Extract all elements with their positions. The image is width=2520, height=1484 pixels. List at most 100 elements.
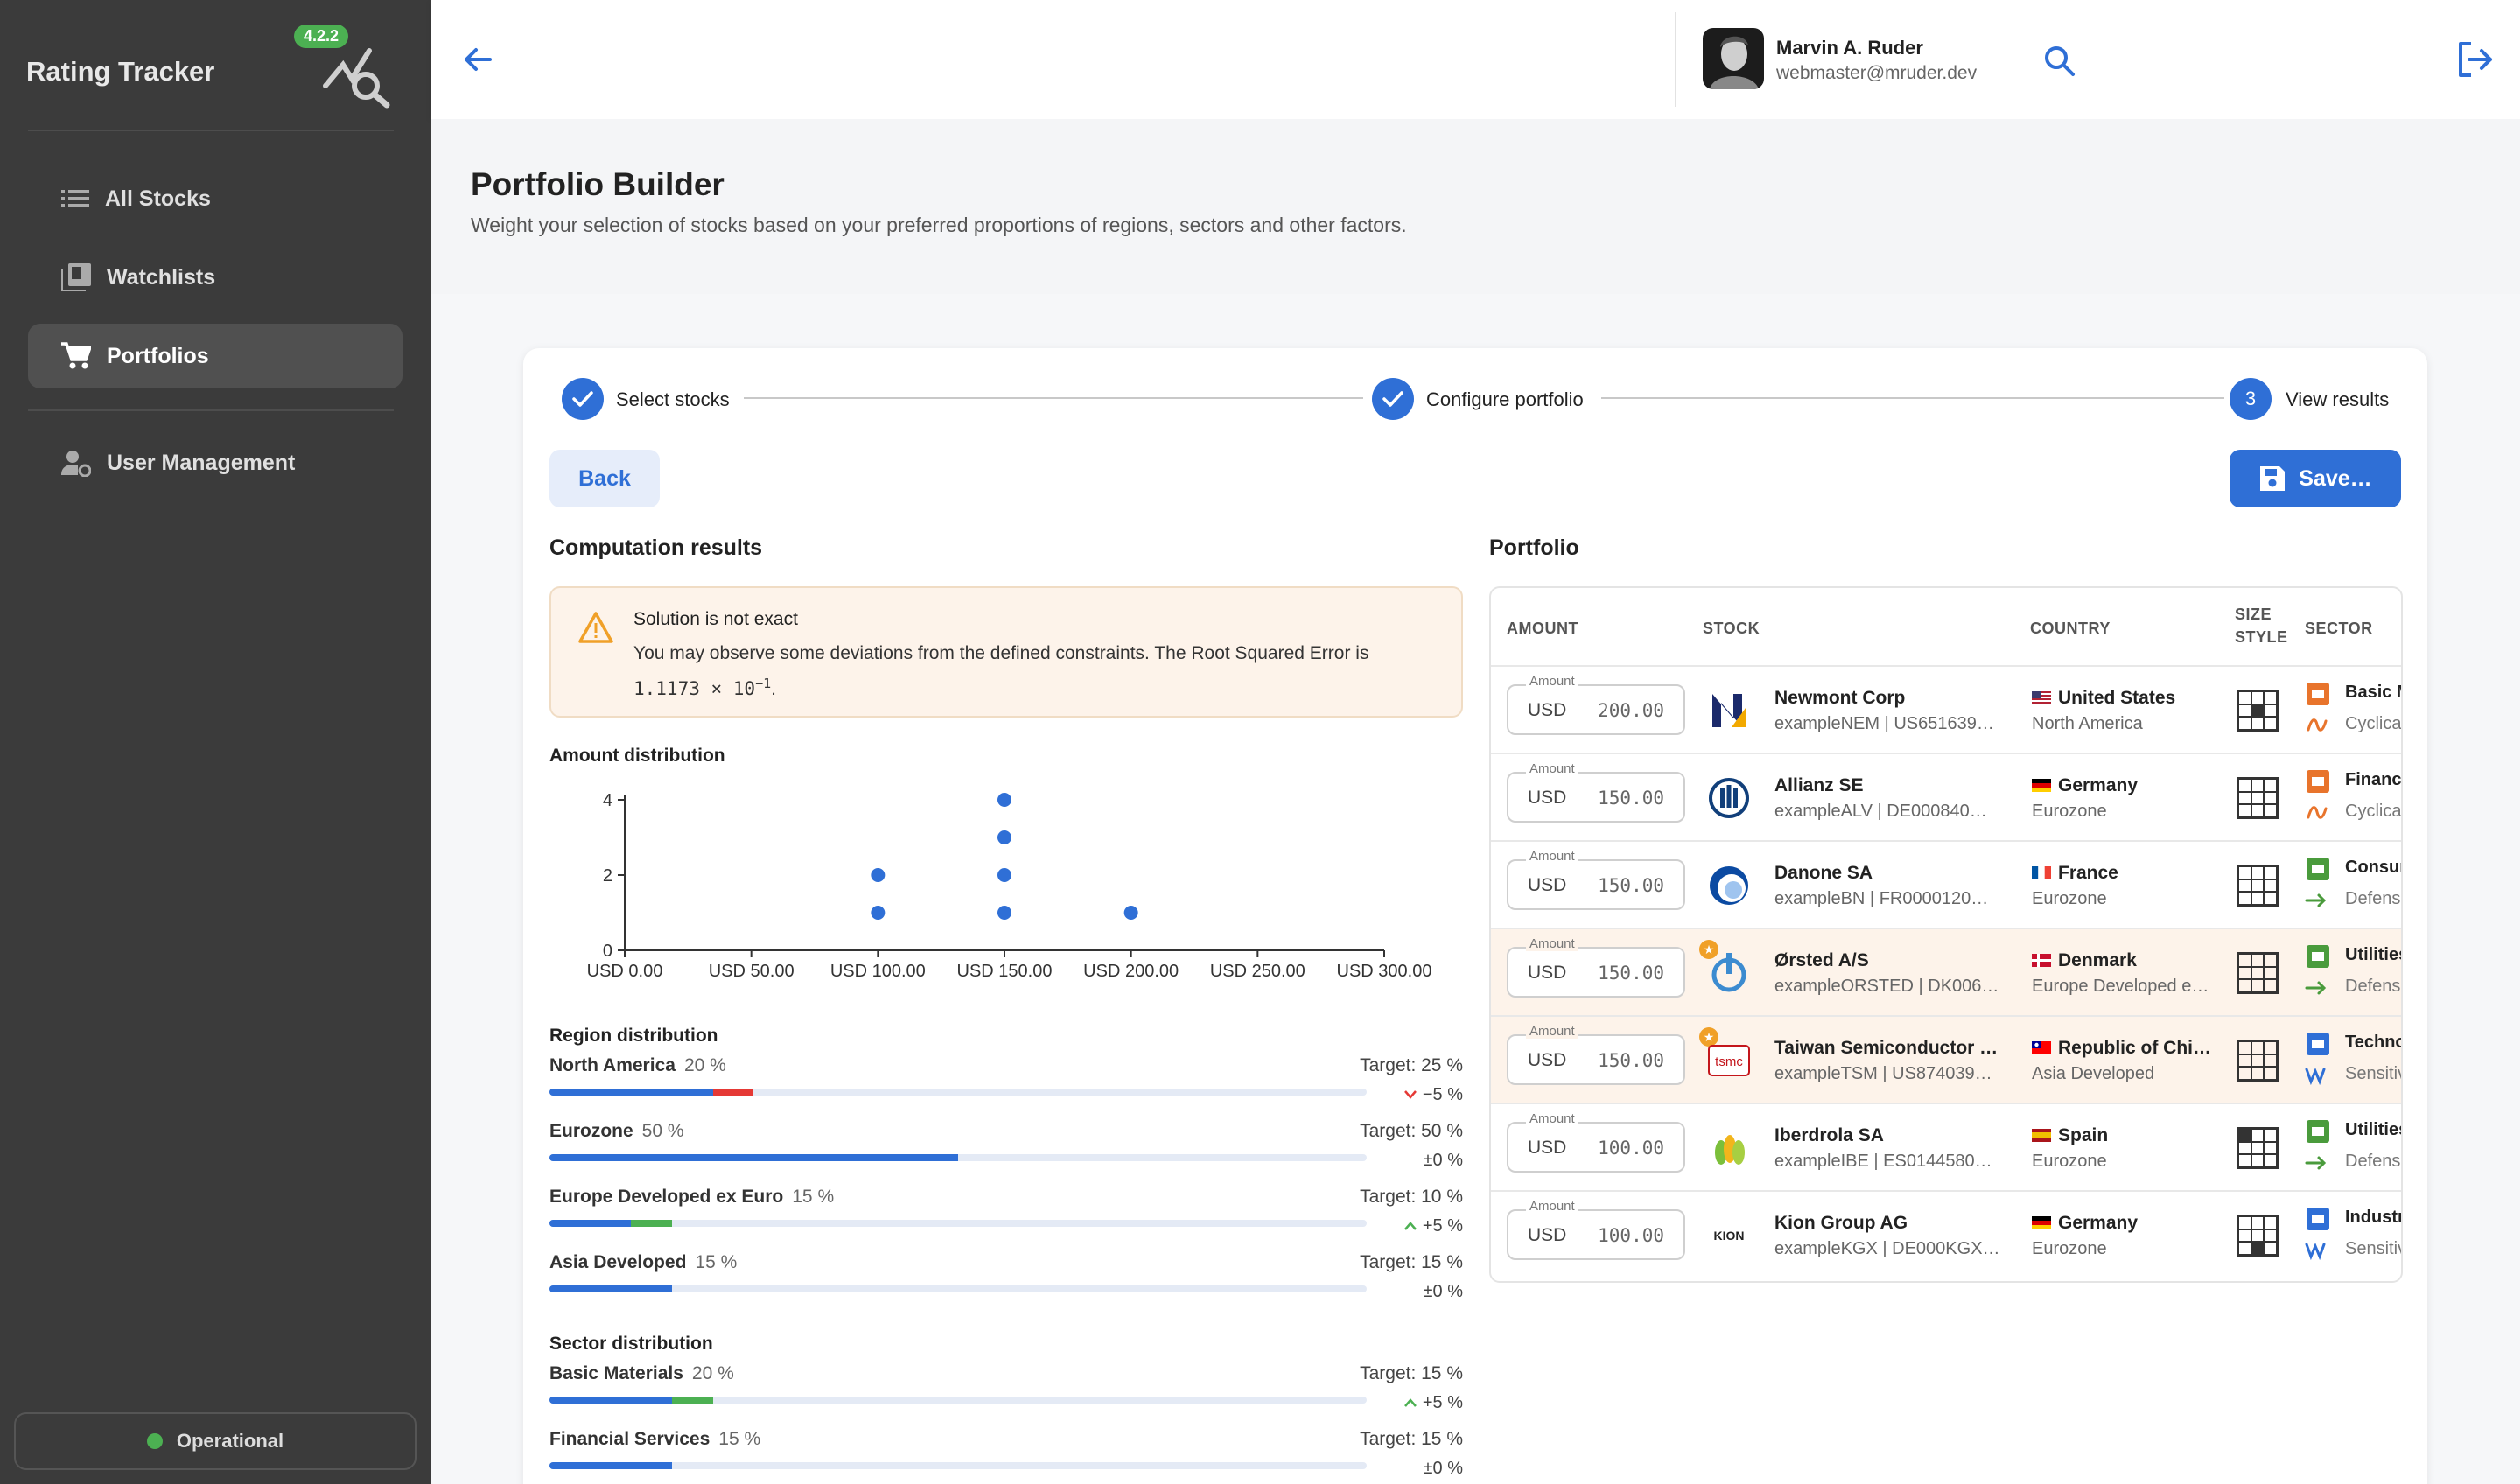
sector-icon [2306,945,2329,968]
distribution-target: Target: 50 % [1360,1121,1463,1141]
sector-type-icon [2306,806,2328,819]
stock-name[interactable]: Allianz SE [1774,775,1864,795]
status-indicator[interactable]: Operational [14,1412,416,1470]
distribution-delta: +5 % [1404,1216,1463,1236]
distribution-progress-bar [550,1285,1367,1292]
distribution-progress-bar [550,1396,1367,1404]
sector-distribution-title: Sector distribution [550,1334,713,1354]
stock-identifier: exampleKGX | DE000KGX… [1774,1239,2000,1258]
amount-field[interactable]: Amount USD 100.00 [1507,1199,1685,1260]
distribution-target: Target: 15 % [1360,1429,1463,1449]
app-title[interactable]: Rating Tracker [26,56,215,87]
distribution-name: Financial Services [550,1429,710,1449]
amount-field[interactable]: Amount USD 200.00 [1507,674,1685,735]
sidebar-item-user-management[interactable]: User Management [28,430,402,495]
step-2-check-icon [1372,378,1414,420]
table-row[interactable]: Amount USD 100.00 Iberdrola SA exampleIBE | … [1491,1102,2401,1190]
column-header-size[interactable]: SIZE [2235,606,2272,623]
sidebar-item-watchlists[interactable]: Watchlists [28,245,402,310]
stock-name[interactable]: Ørsted A/S [1774,950,1869,970]
amount-field[interactable]: Amount USD 150.00 [1507,849,1685,910]
search-icon[interactable] [2042,44,2077,79]
back-button[interactable]: Back [550,450,660,508]
table-row[interactable]: Amount USD 150.00 ★ Ørsted A/S exampleORSTED … [1491,928,2401,1015]
region-distribution-item: North America 20 % Target: 25 % −5 % [550,1055,1463,1120]
sector-type-icon [2305,893,2327,907]
country-region: Eurozone [2032,889,2107,908]
table-row[interactable]: Amount USD 150.00 Allianz SE exampleALV | DE… [1491,752,2401,840]
version-badge: 4.2.2 [294,24,349,48]
country-name: Germany [2032,1213,2138,1234]
stock-name[interactable]: Iberdrola SA [1774,1125,1884,1145]
amount-field[interactable]: Amount USD 150.00 [1507,1024,1685,1085]
warning-icon [578,612,613,643]
stock-name[interactable]: Danone SA [1774,863,1873,883]
sidebar: Rating Tracker 4.2.2 All Stocks Watchlis… [0,0,430,1484]
sector-type-icon [2305,1242,2326,1261]
country-name: Denmark [2032,950,2137,971]
stock-name[interactable]: Newmont Corp [1774,688,1906,708]
step-1-check-icon [562,378,604,420]
amount-currency: USD [1528,1050,1567,1070]
portfolio-title: Portfolio [1489,536,1579,560]
bar-fill [550,1462,673,1469]
chevron-down-icon [1404,1090,1417,1099]
rmse-value: 1.1173 × 10 [634,678,756,699]
sector-name: Industr [2345,1208,2403,1227]
flag-de-icon [2032,779,2051,792]
save-button[interactable]: Save… [2230,450,2401,508]
distribution-name: Basic Materials [550,1363,683,1383]
distribution-percentage: 15 % [695,1252,738,1272]
stock-name[interactable]: Kion Group AG [1774,1213,1908,1233]
bar-excess [672,1396,713,1404]
sidebar-item-all-stocks[interactable]: All Stocks [28,166,402,231]
logout-icon[interactable] [2455,40,2494,79]
table-row[interactable]: Amount USD 200.00 Newmont Corp exampleNEM | … [1491,665,2401,752]
x-tick-label: USD 150.00 [957,962,1053,981]
amount-field[interactable]: Amount USD 100.00 [1507,1111,1685,1172]
table-row[interactable]: Amount USD 150.00 Danone SA exampleBN | FR00… [1491,840,2401,928]
flag-dk-icon [2032,954,2051,967]
amount-field[interactable]: Amount USD 150.00 [1507,936,1685,998]
amount-field-label: Amount [1526,936,1578,951]
x-tick-label: USD 50.00 [709,962,794,981]
country-region: Europe Developed e… [2032,976,2209,996]
sidebar-item-label: Watchlists [107,264,216,290]
stock-logo [1704,948,1754,998]
computation-results-title: Computation results [550,536,763,560]
amount-currency: USD [1528,700,1567,720]
user-photo-icon [1710,36,1759,89]
amount-distribution-title: Amount distribution [550,746,725,766]
arrow-back-icon[interactable] [460,42,495,77]
star-icon: ★ [1699,1027,1718,1046]
sector-distribution-item: Financial Services 15 % Target: 15 % ±0 % [550,1429,1463,1484]
column-header-stock[interactable]: STOCK [1703,620,1760,637]
stock-identifier: exampleIBE | ES0144580… [1774,1152,1992,1171]
column-header-amount[interactable]: AMOUNT [1507,620,1578,637]
table-row[interactable]: Amount USD 100.00 KION Kion Group AG exampleK… [1491,1190,2403,1278]
country-name: United States [2032,688,2175,709]
stock-logo: tsmc [1704,1036,1754,1085]
distribution-label: Europe Developed ex Euro 15 % [550,1186,834,1208]
avatar[interactable] [1703,28,1764,89]
flag-es-icon [2032,1129,2051,1142]
sector-type-icon [2305,981,2327,995]
style-box-icon [2236,864,2278,906]
sidebar-divider [28,130,394,131]
data-point [998,793,1012,807]
table-row[interactable]: Amount USD 150.00 ★ tsmc Taiwan Semiconductor… [1491,1015,2401,1102]
column-header-style[interactable]: STYLE [2235,628,2288,646]
sector-type: Defensive [2345,889,2401,908]
column-header-sector[interactable]: SECTOR [2305,620,2373,637]
sector-icon [2306,682,2329,705]
sidebar-item-portfolios[interactable]: Portfolios [28,324,402,388]
country-label: Denmark [2058,950,2137,970]
delta-value: +5 % [1422,1216,1463,1236]
amount-field[interactable]: Amount USD 150.00 [1507,761,1685,822]
column-header-country[interactable]: COUNTRY [2030,620,2110,637]
region-distribution-title: Region distribution [550,1026,718,1046]
country-label: Germany [2058,775,2138,795]
sidebar-divider [28,410,394,411]
bar-fill [550,1154,958,1161]
stock-name[interactable]: Taiwan Semiconductor … [1774,1038,1998,1058]
